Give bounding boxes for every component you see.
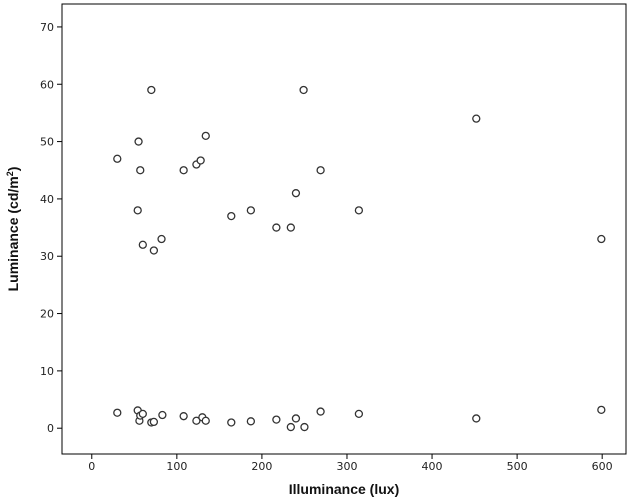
data-point xyxy=(133,206,142,215)
data-point xyxy=(246,206,256,215)
data-point xyxy=(227,418,236,427)
y-tick-label: 70 xyxy=(40,21,54,34)
data-point xyxy=(192,416,201,425)
data-point xyxy=(291,414,301,423)
y-axis: 0 10 20 30 40 50 60 70 xyxy=(40,21,62,435)
data-point xyxy=(272,415,281,424)
data-point xyxy=(157,234,166,244)
data-point xyxy=(316,407,325,416)
data-point xyxy=(201,416,210,425)
data-point xyxy=(354,206,364,215)
y-tick-label: 20 xyxy=(40,308,54,321)
y-tick-label: 60 xyxy=(40,78,54,91)
y-axis-title-main: Luminance (cd/m xyxy=(5,176,21,291)
data-point xyxy=(472,114,481,123)
data-point xyxy=(299,85,308,95)
data-point xyxy=(149,417,159,427)
x-tick-label: 200 xyxy=(251,460,272,473)
data-point xyxy=(597,405,606,415)
data-point xyxy=(179,166,188,175)
plot-frame xyxy=(61,3,627,455)
y-axis-title-close: ) xyxy=(5,167,21,172)
data-point xyxy=(113,408,122,417)
x-tick-label: 0 xyxy=(88,460,95,473)
x-tick-label: 100 xyxy=(166,460,187,473)
data-point xyxy=(113,154,122,163)
y-axis-title-superscript: 2 xyxy=(5,171,15,176)
data-point xyxy=(179,412,188,421)
data-point xyxy=(597,234,606,244)
x-axis-title: Illuminance (lux) xyxy=(289,481,399,497)
data-point xyxy=(149,246,159,255)
data-point xyxy=(246,417,256,426)
x-tick-label: 500 xyxy=(507,460,528,473)
data-point xyxy=(300,422,309,432)
data-point xyxy=(291,189,301,198)
data-point xyxy=(286,422,295,432)
data-point xyxy=(196,156,205,165)
data-point xyxy=(138,409,147,419)
data-point xyxy=(354,409,364,419)
y-tick-label: 30 xyxy=(40,250,54,263)
x-tick-label: 400 xyxy=(422,460,443,473)
data-point xyxy=(147,85,156,95)
y-tick-label: 10 xyxy=(40,365,54,378)
data-point xyxy=(138,240,147,249)
data-point xyxy=(286,223,295,232)
data-point xyxy=(158,410,167,420)
data-point xyxy=(272,223,281,232)
data-point xyxy=(201,131,210,140)
data-points xyxy=(113,85,606,432)
y-tick-label: 40 xyxy=(40,193,54,206)
x-tick-label: 300 xyxy=(336,460,357,473)
y-axis-title: Luminance (cd/m2) xyxy=(5,167,21,292)
data-point xyxy=(227,211,236,221)
y-tick-label: 50 xyxy=(40,136,54,149)
y-tick-label: 0 xyxy=(47,422,54,435)
x-tick-label: 600 xyxy=(592,460,613,473)
data-point xyxy=(134,137,143,146)
data-point xyxy=(316,166,325,175)
x-axis: 0 100 200 300 400 500 600 xyxy=(88,454,613,473)
data-point xyxy=(472,414,481,423)
data-point xyxy=(136,166,145,175)
